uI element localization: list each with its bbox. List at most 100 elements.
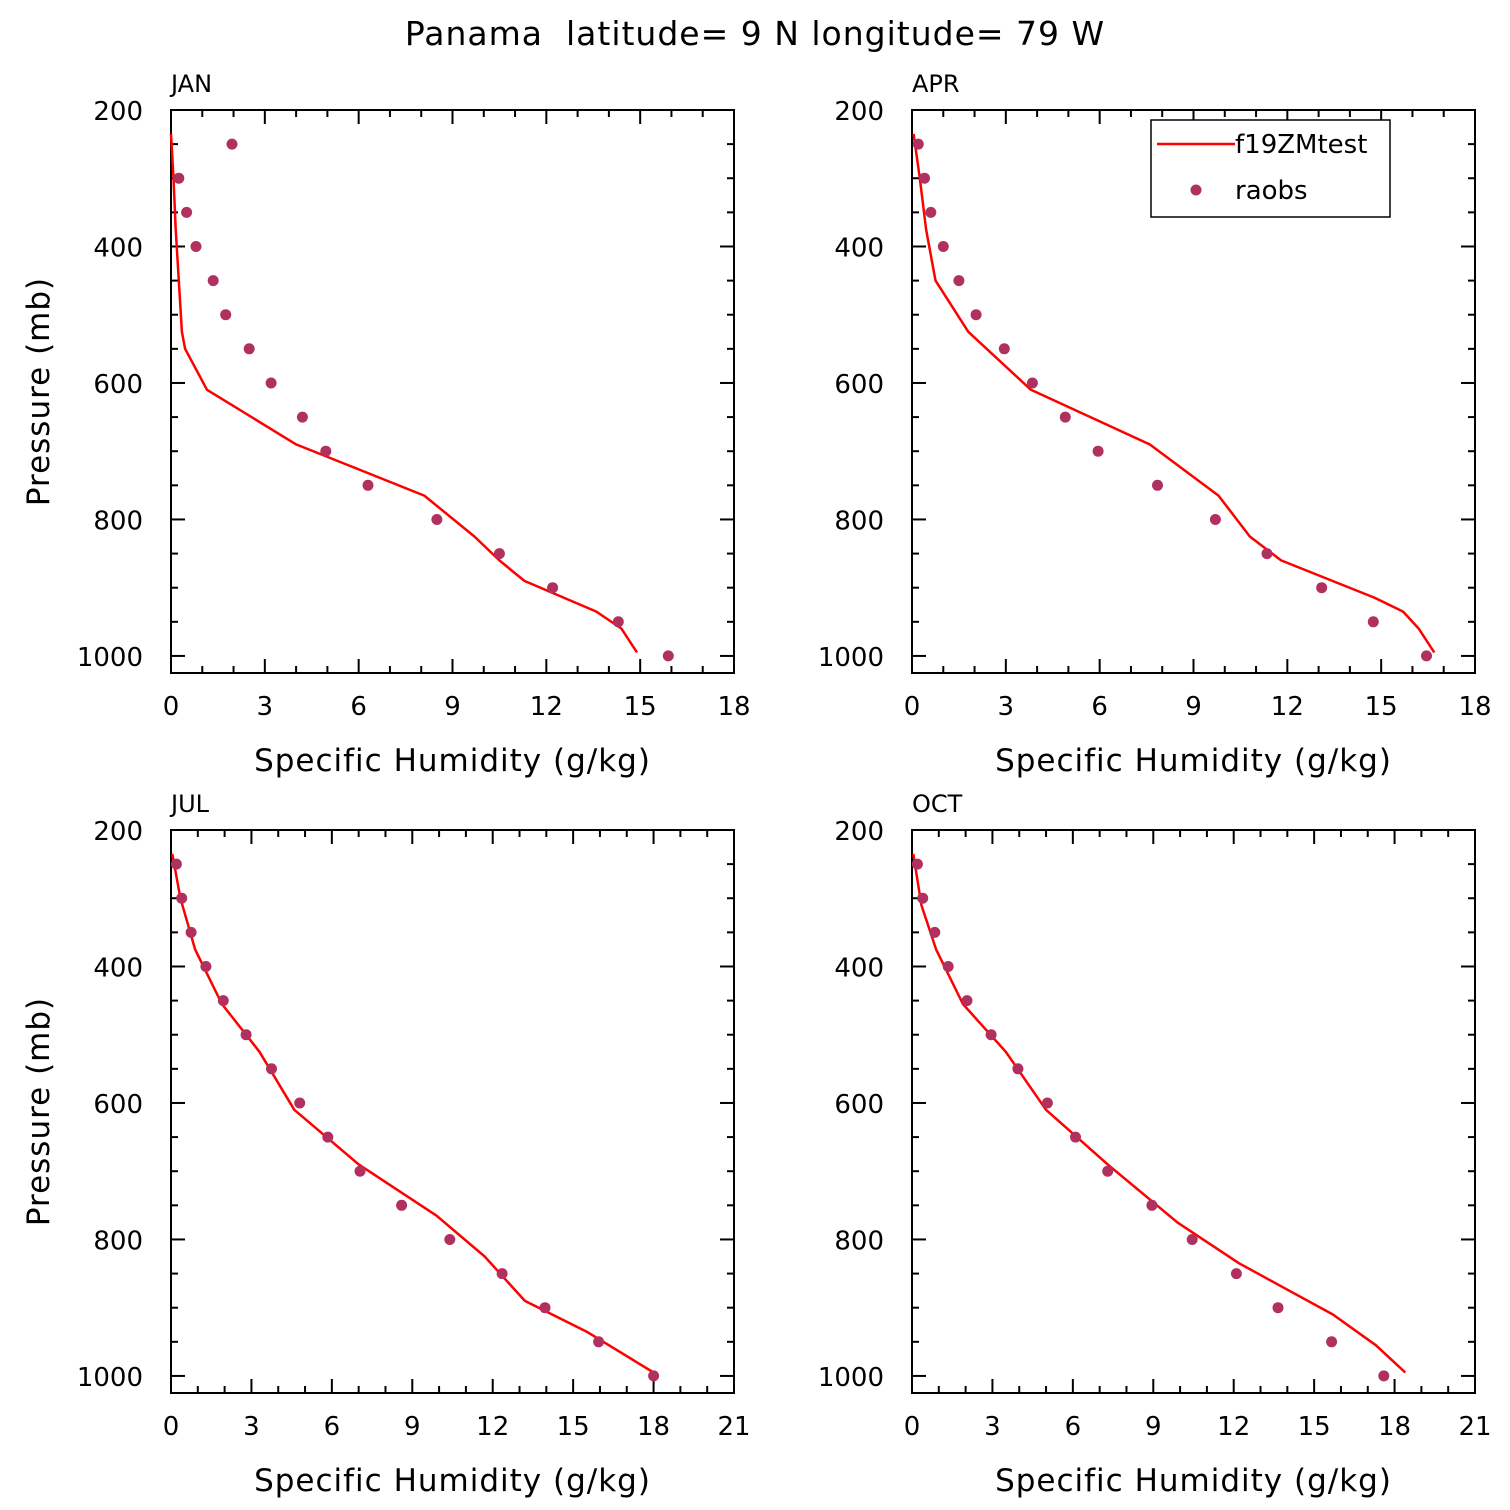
x-tick-label: 3 [984, 1412, 1001, 1442]
x-tick-label: 9 [404, 1412, 421, 1442]
y-tick-label: 600 [93, 1090, 143, 1120]
obs-point [547, 582, 559, 594]
x-tick-label: 12 [530, 692, 563, 722]
x-tick-label: 18 [637, 1412, 670, 1442]
page-title: Panama latitude= 9 N longitude= 79 W [405, 14, 1105, 53]
obs-point [1041, 1097, 1053, 1109]
obs-point [1326, 1336, 1338, 1348]
obs-point [320, 445, 332, 457]
obs-point [294, 1097, 306, 1109]
obs-point [648, 1370, 660, 1382]
obs-point [217, 995, 229, 1007]
obs-point [925, 206, 937, 218]
obs-point [240, 1029, 252, 1041]
x-axis-label: Specific Humidity (g/kg) [995, 743, 1392, 779]
obs-point [176, 892, 188, 904]
obs-point [1421, 650, 1432, 662]
x-tick-label: 0 [163, 1412, 180, 1442]
legend-box [1150, 119, 1391, 218]
x-tick-label: 18 [717, 692, 750, 722]
obs-point [970, 309, 982, 321]
chart-panel-jul: 0 3 6 9 12 15 18 21 200 400 600 800 1000 JUL Specific … [21, 790, 751, 1499]
x-tick-label: 12 [1271, 692, 1304, 722]
panel-title: OCT [912, 790, 963, 818]
y-tick-label: 400 [834, 953, 884, 983]
obs-point [496, 1268, 508, 1280]
obs-point [1230, 1268, 1242, 1280]
x-tick-label: 12 [476, 1412, 509, 1442]
obs-point [1152, 479, 1163, 491]
obs-point [322, 1131, 334, 1143]
obs-point [953, 275, 965, 287]
obs-point [181, 206, 193, 218]
x-tick-label: 15 [624, 692, 657, 722]
obs-point [296, 411, 308, 423]
x-tick-label: 3 [998, 692, 1015, 722]
x-tick-label: 21 [717, 1412, 750, 1442]
obs-point [493, 548, 505, 560]
obs-point [444, 1234, 456, 1245]
model-line [912, 853, 1407, 1374]
obs-point [1059, 411, 1071, 423]
obs-point [226, 138, 238, 150]
obs-point [612, 616, 624, 628]
obs-point [662, 650, 674, 662]
x-axis-label: Specific Humidity (g/kg) [995, 1463, 1392, 1499]
obs-point [942, 961, 954, 972]
x-tick-label: 9 [1145, 1412, 1162, 1442]
obs-point [354, 1165, 366, 1177]
x-tick-label: 9 [444, 692, 461, 722]
x-tick-label: 0 [904, 1412, 921, 1442]
obs-point [207, 275, 219, 287]
x-tick-label: 12 [1217, 1412, 1250, 1442]
legend-obs-swatch [1190, 184, 1202, 196]
y-tick-label: 1000 [77, 643, 143, 673]
x-tick-label: 18 [1378, 1412, 1411, 1442]
y-tick-label: 1000 [77, 1363, 143, 1393]
obs-point [937, 241, 949, 252]
obs-point [917, 892, 929, 904]
y-tick-label: 400 [93, 233, 143, 263]
x-tick-label: 15 [557, 1412, 590, 1442]
plot-frame [911, 829, 1476, 1394]
y-tick-label: 800 [834, 1226, 884, 1256]
x-tick-label: 9 [1185, 692, 1202, 722]
obs-point [1092, 445, 1104, 457]
obs-point [1272, 1302, 1284, 1314]
obs-point [929, 926, 941, 938]
x-tick-label: 0 [163, 692, 180, 722]
x-tick-label: 0 [904, 692, 921, 722]
y-tick-label: 800 [93, 1226, 143, 1256]
panel-title: JUL [169, 790, 210, 818]
x-tick-label: 6 [350, 692, 367, 722]
x-tick-label: 21 [1458, 1412, 1491, 1442]
obs-point [265, 377, 277, 389]
y-tick-label: 800 [834, 506, 884, 536]
x-axis-label: Specific Humidity (g/kg) [254, 743, 651, 779]
obs-point [243, 343, 255, 355]
y-axis-label: Pressure (mb) [21, 997, 57, 1226]
x-tick-label: 3 [243, 1412, 260, 1442]
x-tick-label: 6 [324, 1412, 341, 1442]
obs-point [362, 479, 374, 491]
panel-title: APR [912, 70, 960, 98]
model-line [169, 133, 639, 654]
obs-point [919, 172, 930, 184]
obs-point [1367, 616, 1379, 628]
obs-point [1316, 582, 1328, 594]
x-tick-label: 3 [257, 692, 274, 722]
y-tick-label: 1000 [818, 643, 884, 673]
obs-point [912, 138, 924, 150]
obs-point [396, 1199, 408, 1211]
obs-point [1261, 548, 1273, 560]
model-line [912, 133, 1436, 654]
y-tick-label: 200 [834, 97, 884, 127]
plot-frame [170, 829, 735, 1394]
obs-point [266, 1063, 277, 1075]
obs-point [998, 343, 1010, 355]
x-tick-label: 15 [1298, 1412, 1331, 1442]
obs-point [911, 858, 923, 870]
obs-point [1186, 1234, 1198, 1245]
